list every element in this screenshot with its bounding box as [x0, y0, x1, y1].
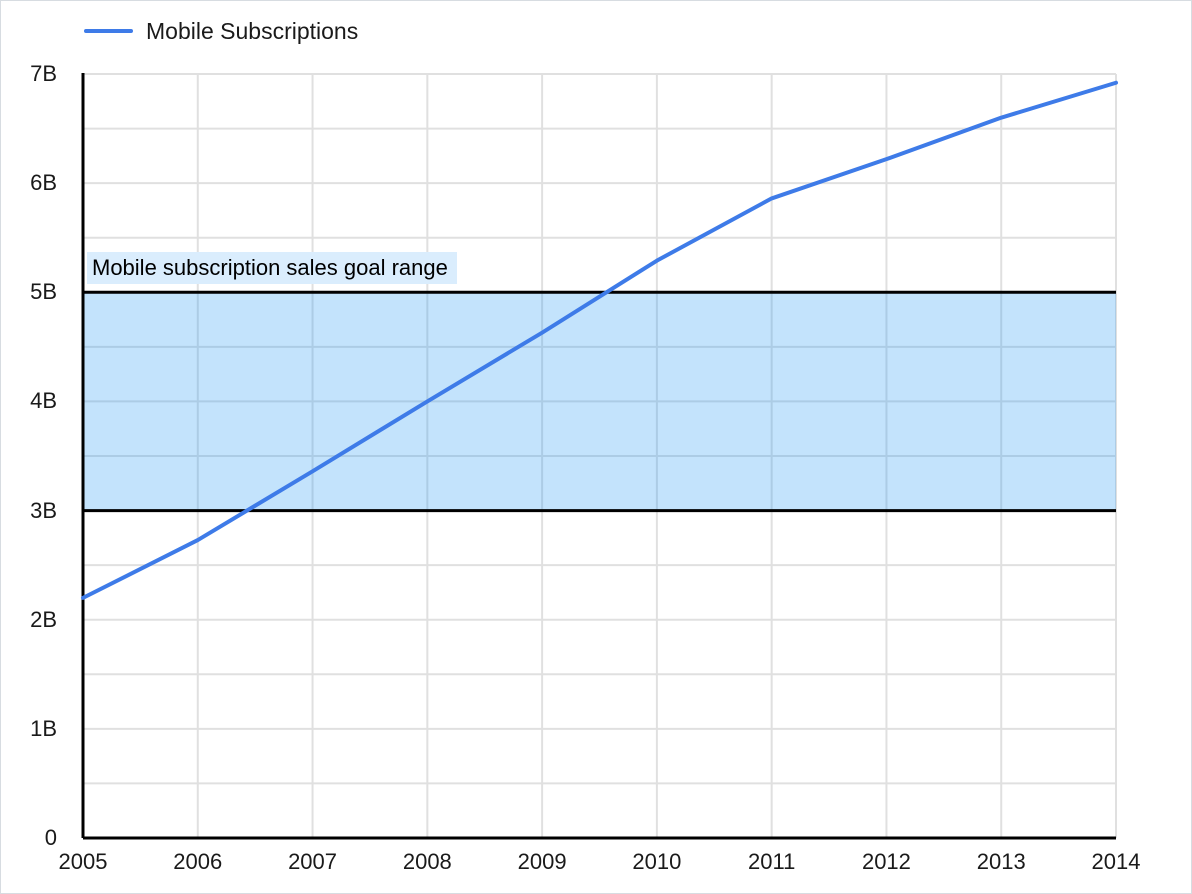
y-tick-label: 6B	[30, 170, 57, 196]
series-line-mobile-subscriptions	[81, 80, 1118, 600]
y-tick-label: 4B	[30, 388, 57, 414]
y-tick-label: 3B	[30, 497, 57, 523]
x-tick-label: 2014	[1091, 849, 1141, 874]
legend: Mobile Subscriptions	[84, 16, 358, 46]
x-tick-label: 2009	[517, 849, 567, 874]
x-tick-label: 2012	[861, 849, 911, 874]
y-tick-label: 1B	[30, 715, 57, 741]
x-tick-label: 2013	[976, 849, 1026, 874]
x-tick-label: 2008	[402, 849, 452, 874]
y-tick-label: 0	[44, 825, 57, 850]
x-tick-label: 2006	[173, 849, 223, 874]
x-tick-label: 2010	[632, 849, 682, 874]
x-tick-label: 2011	[748, 849, 796, 874]
y-tick-label: 2B	[30, 606, 57, 632]
legend-line-swatch	[84, 29, 133, 33]
x-tick-label: 2007	[288, 849, 338, 874]
goal-range-band	[83, 292, 1116, 511]
legend-label: Mobile Subscriptions	[146, 17, 359, 44]
y-tick-label: 5B	[30, 279, 57, 305]
y-tick-label: 7B	[30, 61, 57, 86]
goal-range-band-label: Mobile subscription sales goal range	[87, 252, 457, 284]
x-tick-label: 2005	[58, 849, 108, 874]
